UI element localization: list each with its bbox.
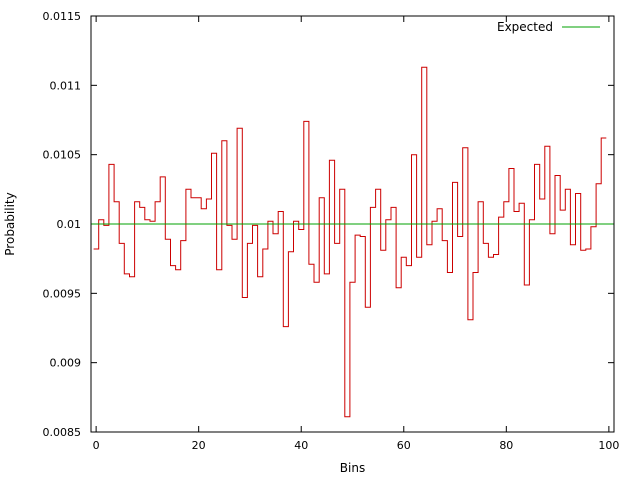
x-tick-label: 80 bbox=[499, 439, 513, 452]
y-tick-label: 0.0095 bbox=[43, 287, 82, 300]
legend-label-expected: Expected bbox=[497, 20, 553, 34]
x-tick-label: 40 bbox=[294, 439, 308, 452]
y-tick-label: 0.0085 bbox=[43, 426, 82, 439]
tick-label-group: 0 20 40 60 80 100 0.0085 0.009 0.0095 0.01 0.0105 0… bbox=[43, 10, 620, 452]
y-tick-label: 0.01 bbox=[57, 218, 82, 231]
series-layer bbox=[91, 66, 614, 418]
y-tick-label: 0.009 bbox=[50, 357, 82, 370]
x-tick-label: 20 bbox=[192, 439, 206, 452]
series-histogram-line bbox=[93, 66, 607, 418]
plot-frame bbox=[90, 15, 615, 433]
y-tick-label: 0.011 bbox=[50, 79, 82, 92]
x-tick-label: 0 bbox=[93, 439, 100, 452]
x-tick-label: 60 bbox=[397, 439, 411, 452]
x-axis-title: Bins bbox=[340, 461, 365, 475]
legend: Expected bbox=[497, 20, 600, 34]
y-tick-label: 0.0105 bbox=[43, 149, 82, 162]
y-axis-title: Probability bbox=[3, 192, 17, 255]
x-tick-label: 100 bbox=[598, 439, 619, 452]
y-tick-label: 0.0115 bbox=[43, 10, 82, 23]
